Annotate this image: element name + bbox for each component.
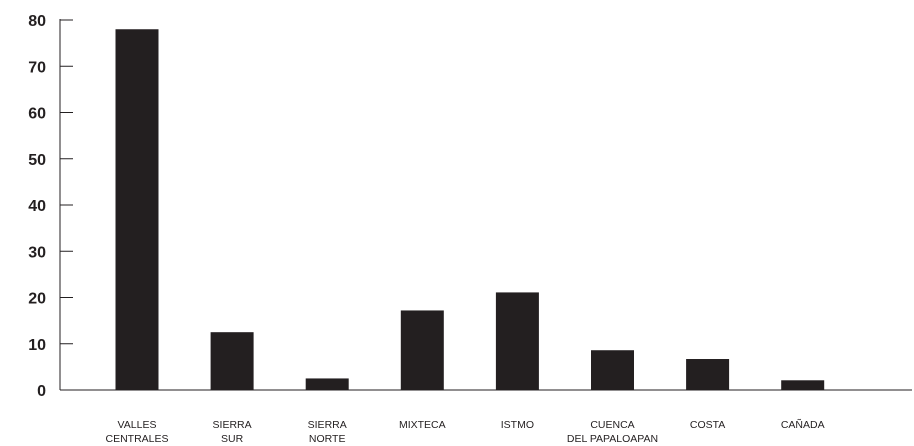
x-tick-label: SIERRA <box>308 419 347 431</box>
x-tick-label: MIXTECA <box>399 419 446 431</box>
y-tick-label: 20 <box>28 291 46 308</box>
x-tick-labels: VALLES CENTRALES SIERRA SUR SIERRA NORTE MIXTE… <box>105 418 824 445</box>
x-tick-label: SIERRA <box>213 419 252 431</box>
x-tick-label: CUENCA <box>590 419 634 431</box>
x-tick-label: CENTRALES <box>105 433 168 445</box>
y-tick-label: 30 <box>28 244 46 261</box>
bar <box>305 378 349 390</box>
bar <box>495 292 539 390</box>
y-tick-label: 50 <box>28 152 46 169</box>
x-tick-label: ISTMO <box>501 419 534 431</box>
y-tick-label: 40 <box>28 198 46 215</box>
y-tick-label: 70 <box>28 59 46 76</box>
bar <box>686 359 730 390</box>
bar <box>591 350 634 390</box>
x-tick-label: DEL PAPALOAPAN <box>567 433 658 445</box>
x-tick-label: VALLES <box>118 419 157 431</box>
x-axis: VALLES CENTRALES SIERRA SUR SIERRA NORTE MIXTE… <box>60 389 912 445</box>
bar <box>400 310 444 390</box>
x-tick-label: SUR <box>221 433 244 445</box>
x-tick-label: CAÑADA <box>781 418 825 431</box>
x-tick-label: NORTE <box>309 433 346 445</box>
y-tick-label: 0 <box>37 383 46 400</box>
bars <box>115 29 825 390</box>
y-ticks: 0 10 20 30 40 50 60 70 80 <box>28 13 73 400</box>
bar <box>115 29 159 390</box>
y-tick-label: 10 <box>28 337 46 354</box>
y-tick-label: 80 <box>28 13 46 30</box>
bar <box>781 380 825 390</box>
x-tick-label: COSTA <box>690 419 725 431</box>
y-axis: 0 10 20 30 40 50 60 70 80 <box>28 13 73 400</box>
y-tick-label: 60 <box>28 106 46 123</box>
bar <box>210 332 254 390</box>
